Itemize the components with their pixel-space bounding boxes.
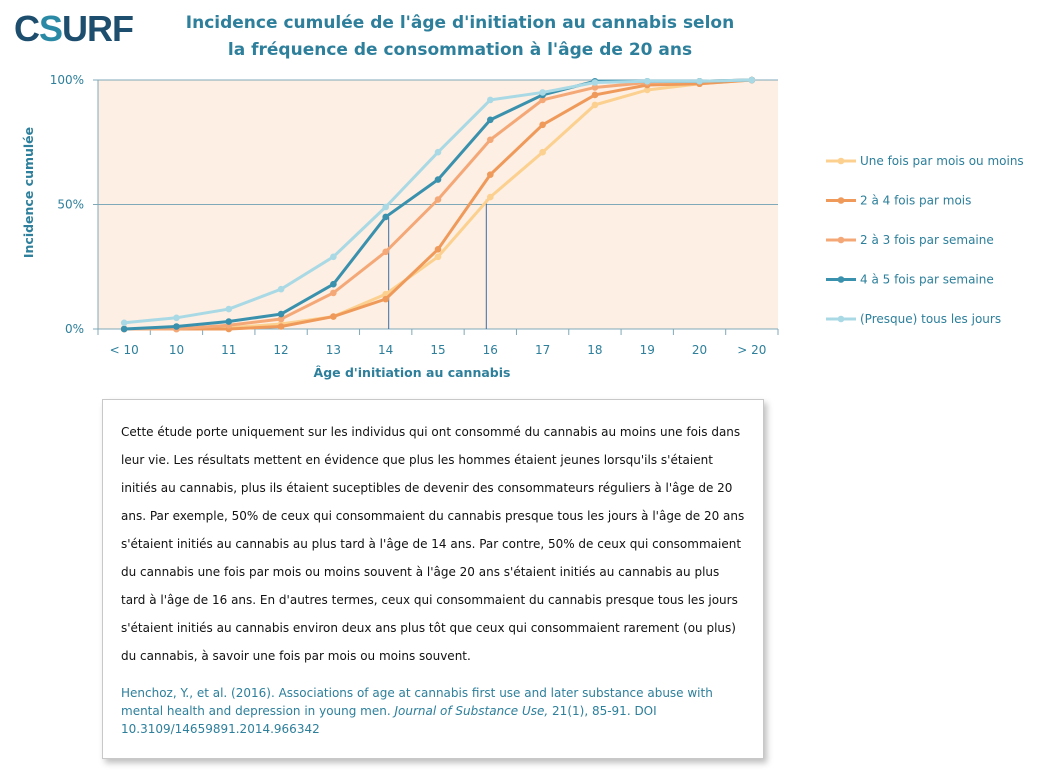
data-point [277, 315, 285, 323]
x-axis-title: Âge d'initiation au cannabis [314, 365, 511, 380]
data-point [434, 246, 442, 253]
data-point [487, 116, 494, 124]
x-tick-label: 14 [378, 343, 393, 357]
y-tick-label: 0% [65, 322, 84, 336]
data-point [539, 89, 546, 96]
data-point [330, 253, 337, 261]
citation-authors: Henchoz, Y., et al. (2016). Associations… [121, 686, 713, 718]
data-point [225, 305, 233, 313]
chart-title-line2: la fréquence de consommation à l'âge de … [227, 40, 693, 60]
data-point [173, 323, 180, 330]
legend-marker [837, 276, 845, 283]
data-point [643, 77, 651, 85]
cumulative-incidence-chart: 0% 50% 100% < 10 10 11 12 13 14 15 16 17 18 19 20 > 20 Â… [21, 73, 1024, 380]
legend-marker [837, 197, 845, 204]
x-tick-label: 17 [535, 343, 550, 357]
x-tick-label: 12 [273, 343, 288, 357]
legend-label: 2 à 3 fois par semaine [860, 233, 994, 247]
legend-label: 4 à 5 fois par semaine [860, 273, 994, 287]
y-tick-label: 50% [57, 198, 84, 212]
data-point [591, 84, 599, 91]
chart-title: Incidence cumulée de l'âge d'initiation … [160, 10, 760, 64]
data-point [539, 96, 546, 104]
data-point [591, 79, 599, 86]
x-tick-label: 15 [430, 343, 445, 357]
x-tick-label: 20 [692, 343, 707, 357]
legend-label: 2 à 4 fois par mois [860, 194, 971, 208]
data-point [382, 248, 389, 256]
data-point [591, 101, 599, 109]
data-point [277, 323, 285, 330]
data-point [487, 136, 494, 144]
data-point [120, 319, 128, 327]
data-point [539, 148, 546, 156]
y-axis-title: Incidence cumulée [21, 127, 36, 258]
data-point [277, 285, 285, 293]
data-point [434, 148, 442, 156]
data-point [277, 310, 285, 318]
x-tick-label: 11 [221, 343, 236, 357]
data-point [748, 76, 756, 84]
data-point [487, 171, 494, 178]
data-point [643, 86, 651, 94]
x-tick-label: 18 [587, 343, 602, 357]
description-text: Cette étude porte uniquement sur les ind… [121, 425, 745, 663]
csurf-logo: CSURF [14, 8, 134, 49]
citation-journal: Journal of Substance Use, [394, 704, 549, 718]
citation-rest: 21(1), 85-91. DOI 10.3109/14659891.2014.… [121, 704, 657, 736]
x-tick-label: 19 [640, 343, 655, 357]
data-point [434, 253, 442, 261]
y-tick-label: 100% [50, 73, 84, 87]
chart-title-line1: Incidence cumulée de l'âge d'initiation … [185, 13, 735, 33]
legend-marker [837, 315, 845, 323]
data-point [696, 77, 703, 85]
data-point [382, 203, 389, 211]
legend-marker [837, 157, 845, 165]
data-point [487, 193, 494, 201]
data-point [591, 91, 599, 99]
x-tick-label: > 20 [737, 343, 766, 357]
legend-label: (Presque) tous les jours [860, 312, 1001, 326]
x-tick-label: 10 [169, 343, 184, 357]
data-point [225, 318, 233, 325]
data-point [539, 121, 546, 129]
data-point [382, 213, 389, 221]
data-point [487, 96, 494, 104]
legend-label: Une fois par mois ou moins [860, 154, 1024, 168]
data-point [434, 176, 442, 183]
data-point [382, 295, 389, 303]
x-tick-label: < 10 [110, 343, 139, 357]
data-point [330, 280, 337, 288]
data-point [120, 325, 128, 333]
x-tick-label: 16 [483, 343, 498, 357]
data-point [434, 196, 442, 203]
x-tick-label: 13 [326, 343, 341, 357]
description-box: Cette étude porte uniquement sur les ind… [102, 399, 764, 759]
data-point [330, 313, 337, 320]
citation: Henchoz, Y., et al. (2016). Associations… [121, 684, 745, 738]
legend-marker [837, 236, 845, 244]
data-point [330, 289, 337, 297]
data-point [173, 314, 180, 322]
